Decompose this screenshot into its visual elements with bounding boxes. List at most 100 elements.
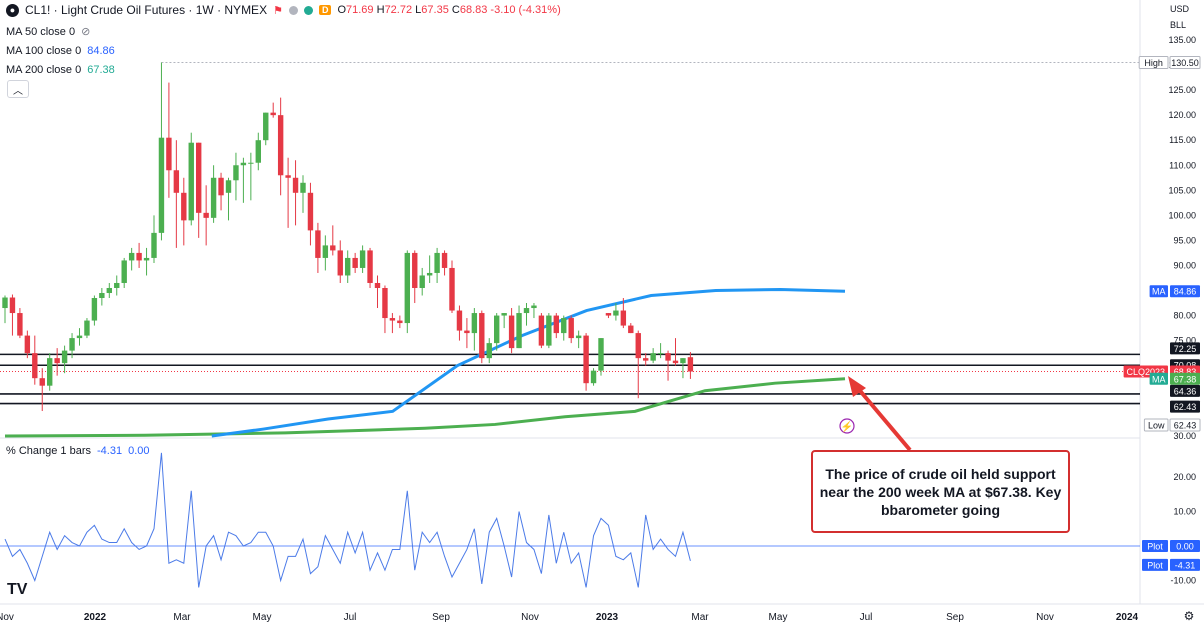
candle-body — [173, 170, 180, 193]
symbol-header[interactable]: ● CL1! · Light Crude Oil Futures · 1W · … — [6, 3, 561, 17]
candle-body — [523, 308, 530, 314]
candle-body — [240, 162, 247, 166]
price-tag-label-box — [1138, 56, 1169, 70]
unit-selector[interactable]: BLL — [1170, 20, 1187, 30]
annotation-arrow-head — [848, 376, 866, 397]
candle-body — [345, 257, 351, 276]
candle-body — [128, 252, 135, 261]
price-tag-value: 62.43 — [1174, 421, 1197, 431]
pct-change-legend[interactable]: % Change 1 bars -4.31 0.00 — [6, 445, 150, 457]
indicator-tag-label-box — [1142, 540, 1168, 552]
candle-body — [456, 310, 463, 331]
price-tick-label: 105.00 — [1168, 185, 1196, 195]
open-value: 71.69 — [346, 4, 374, 16]
price-tick-label: 75.00 — [1173, 336, 1196, 346]
candle-body — [277, 115, 284, 176]
time-tick-label: Nov — [1036, 612, 1054, 623]
price-tag — [1170, 400, 1200, 413]
ma100-value: 84.86 — [87, 45, 115, 57]
candle-body — [583, 335, 589, 384]
ma100-legend[interactable]: MA 100 close 0 84.86 — [6, 45, 115, 57]
candle-body — [69, 338, 75, 351]
time-tick-label: 2024 — [1116, 612, 1139, 623]
price-tag-value: 62.43 — [1174, 402, 1197, 412]
tradingview-logo[interactable]: TV — [7, 581, 28, 598]
currency-selector[interactable]: USD — [1170, 4, 1190, 14]
candle-body — [635, 333, 641, 359]
candle-body — [620, 310, 627, 326]
delayed-badge: D — [318, 5, 332, 15]
collapse-legend-button[interactable]: ︿ — [7, 80, 29, 98]
candle-body — [367, 250, 373, 283]
candle-body — [538, 315, 545, 346]
time-tick-label: Sep — [946, 612, 964, 623]
ma50-label: MA 50 close 0 — [6, 25, 76, 38]
ma200-legend[interactable]: MA 200 close 0 67.38 — [6, 64, 115, 76]
high-value: 72.72 — [384, 4, 413, 16]
indicator-tag-value: -4.31 — [1175, 560, 1196, 570]
candle-body — [464, 330, 470, 334]
price-tick-label: 100.00 — [1168, 210, 1196, 220]
candle-body — [650, 353, 656, 361]
time-tick-label: May — [769, 612, 788, 623]
event-lightning-icon[interactable] — [839, 418, 855, 434]
price-tag-value: 64.36 — [1174, 386, 1197, 396]
price-tick-label: 110.00 — [1169, 160, 1196, 170]
candle-body — [337, 250, 343, 276]
settings-gear-icon[interactable]: ⚙ — [1184, 609, 1195, 623]
time-tick-label: Sep — [432, 612, 450, 623]
candle-body — [315, 230, 321, 258]
indicator-tick-label: 20.00 — [1173, 472, 1196, 482]
eye-hidden-icon[interactable]: ⊘ — [81, 26, 91, 38]
candle-body — [121, 260, 127, 283]
price-tick-label: 90.00 — [1173, 260, 1196, 270]
price-tick-label: 95.00 — [1173, 235, 1196, 245]
price-tag-label-box — [1149, 372, 1168, 385]
candle-body — [17, 313, 23, 336]
price-tick-label: 30.00 — [1173, 431, 1196, 441]
candle-body — [106, 287, 112, 294]
candle-body — [643, 358, 649, 361]
time-tick-label: May — [253, 612, 272, 623]
flag-icon[interactable]: ⚑ — [273, 4, 283, 17]
candle-body — [330, 245, 336, 251]
candle-body — [531, 305, 537, 309]
ma100-label: MA 100 close 0 — [6, 45, 82, 57]
candle-body — [590, 370, 597, 384]
price-tick-label: 80.00 — [1173, 311, 1196, 321]
change-value: -3.10 (-4.31%) — [490, 4, 561, 16]
candle-body — [516, 313, 522, 349]
candle-body — [404, 252, 410, 324]
indicator-tick-label: 10.00 — [1173, 507, 1196, 517]
candle-body — [233, 165, 239, 181]
price-tick-label: 115.00 — [1169, 135, 1196, 145]
data-status-dot-icon — [303, 5, 313, 15]
candle-body — [486, 343, 492, 359]
candle-body — [665, 353, 671, 361]
price-tick-label: 135.00 — [1168, 35, 1196, 45]
price-tag-value: 67.38 — [1174, 374, 1197, 384]
candle-body — [561, 318, 567, 334]
symbol-title[interactable]: CL1! · Light Crude Oil Futures · 1W · NY… — [25, 3, 268, 17]
candle-body — [218, 177, 224, 196]
candle-body — [389, 318, 396, 321]
candle-body — [24, 335, 31, 354]
market-status-dot-icon — [288, 5, 298, 15]
time-tick-label: 2022 — [84, 612, 107, 623]
candle-body — [54, 358, 60, 364]
candle-body — [687, 357, 694, 372]
time-tick-label: Jul — [860, 612, 873, 623]
candle-body — [181, 192, 187, 221]
ma50-legend[interactable]: MA 50 close 0 ⊘ — [6, 25, 91, 39]
candle-body — [203, 212, 209, 218]
candle-body — [680, 358, 686, 364]
candle-body — [248, 162, 254, 164]
candle-body — [508, 315, 515, 349]
candle-body — [91, 298, 98, 321]
candle-body — [382, 287, 388, 319]
indicator-tag-value-box — [1170, 558, 1200, 571]
price-tag-label: High — [1144, 58, 1163, 68]
price-tag — [1170, 372, 1200, 385]
candle-body — [255, 140, 261, 163]
